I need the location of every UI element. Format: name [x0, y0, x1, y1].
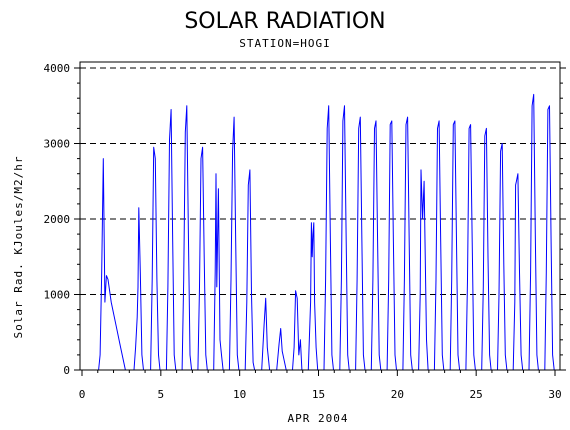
- y-axis: 0 1000 2000 3000 4000: [44, 62, 566, 377]
- x-tick-label: 30: [548, 388, 561, 401]
- x-tick-label: 5: [158, 388, 165, 401]
- chart-title: SOLAR RADIATION: [184, 9, 385, 34]
- series-group: [82, 93, 555, 371]
- x-tick-label: 0: [79, 388, 86, 401]
- x-tick-label: 25: [470, 388, 483, 401]
- x-axis-label: APR 2004: [288, 412, 349, 425]
- y-tick-label: 0: [63, 364, 70, 377]
- series-line: [82, 93, 555, 371]
- y-tick-label: 3000: [44, 138, 71, 151]
- chart-subtitle: STATION=HOGI: [239, 37, 330, 50]
- y-tick-label: 2000: [44, 213, 71, 226]
- y-tick-label: 1000: [44, 289, 71, 302]
- x-tick-label: 20: [391, 388, 404, 401]
- x-tick-label: 15: [312, 388, 325, 401]
- y-tick-label: 4000: [44, 62, 71, 75]
- plot-frame: [79, 61, 561, 371]
- x-tick-label: 10: [233, 388, 246, 401]
- x-axis: 0 5 10 15 20 25 30: [79, 370, 562, 401]
- y-axis-label: Solar Rad. KJoules/M2/hr: [12, 156, 25, 339]
- grid-lines: [80, 67, 560, 295]
